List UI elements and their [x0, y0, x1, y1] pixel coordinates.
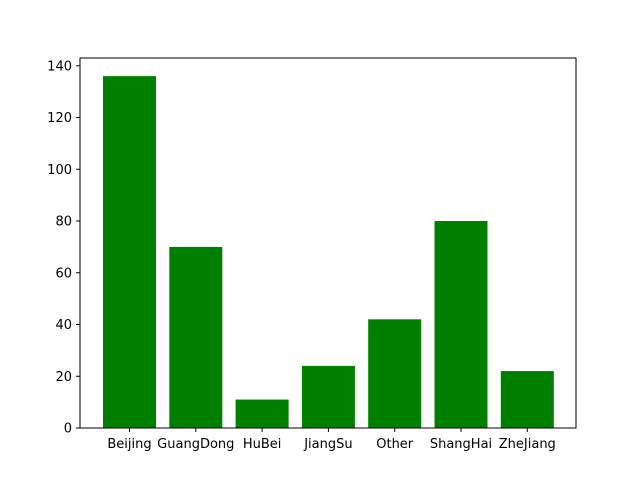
y-tick-label: 80	[55, 215, 72, 230]
y-tick-label: 60	[55, 266, 72, 281]
bar-jiangsu	[301, 365, 355, 428]
bar-beijing	[103, 76, 156, 429]
x-axis: Beijing GuangDong HuBei JiangSu Other ShangHa…	[107, 428, 556, 452]
x-tick-label: HuBei	[243, 437, 282, 452]
y-axis: 0 20 40 60 80 100 120 140	[47, 59, 80, 437]
bar-zhejiang	[500, 371, 554, 428]
y-tick-label: 140	[47, 59, 72, 74]
bar-guangdong	[169, 246, 223, 428]
bar-hubei	[235, 399, 289, 428]
plot-frame	[79, 57, 577, 429]
x-tick-label: ZheJiang	[499, 437, 556, 452]
y-tick-label: 120	[47, 111, 72, 126]
x-tick-label: ShangHai	[430, 437, 492, 452]
x-tick-label: JiangSu	[303, 437, 352, 452]
x-tick-label: Beijing	[107, 437, 151, 452]
y-tick-label: 20	[55, 370, 72, 385]
x-tick-label: Other	[376, 437, 414, 452]
bar-shanghai	[434, 221, 488, 428]
y-tick-label: 100	[47, 163, 72, 178]
y-tick-label: 0	[64, 422, 72, 437]
bars-layer	[103, 76, 554, 429]
y-tick-label: 40	[55, 318, 72, 333]
bar-other	[368, 319, 422, 428]
x-tick-label: GuangDong	[157, 437, 234, 452]
